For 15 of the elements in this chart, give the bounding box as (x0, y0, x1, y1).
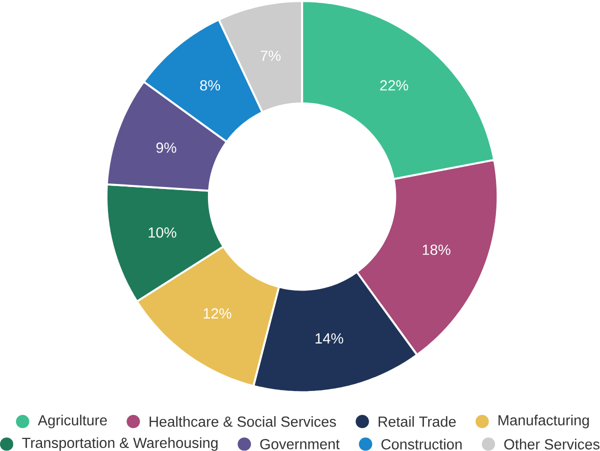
legend-label: Government (260, 439, 340, 450)
data-label: 18% (422, 244, 450, 255)
data-label: 14% (316, 333, 344, 344)
data-label: 12% (204, 308, 232, 319)
legend-label: Construction (381, 438, 462, 450)
data-label: 8% (200, 80, 220, 91)
data-label: 10% (148, 227, 176, 238)
legend-label: Manufacturing (498, 414, 589, 428)
legend-label: Healthcare & Social Services (150, 416, 336, 427)
legend-label: Transportation & Warehousing (22, 437, 218, 451)
legend-label: Agriculture (38, 414, 107, 428)
legend-label: Retail Trade (378, 416, 456, 427)
data-label: 9% (156, 142, 176, 153)
legend-label: Other Services (504, 438, 600, 450)
data-label: 22% (380, 80, 408, 91)
